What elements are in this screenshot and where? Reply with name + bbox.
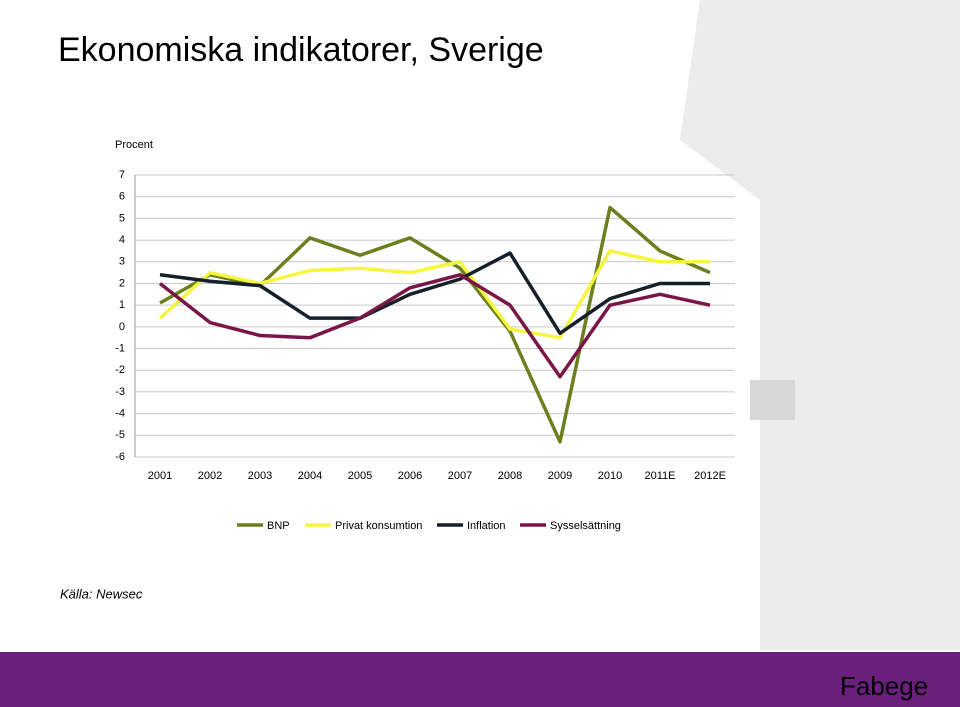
y-tick-label: -5 <box>115 429 125 441</box>
y-tick-label: 6 <box>119 191 125 203</box>
y-tick-label: -2 <box>115 364 125 376</box>
logo: Fabege <box>840 671 928 701</box>
source: Källa: Newsec <box>60 586 143 601</box>
y-tick-label: -6 <box>115 451 125 463</box>
legend-label: BNP <box>267 520 290 532</box>
x-tick-label: 2006 <box>398 470 422 482</box>
x-tick-label: 2003 <box>248 470 272 482</box>
legend-label: Inflation <box>467 520 506 532</box>
x-tick-label: 2005 <box>348 470 372 482</box>
y-tick-label: 0 <box>119 321 125 333</box>
x-tick-label: 2012E <box>694 470 726 482</box>
footer-bar <box>0 652 960 707</box>
series-line <box>159 251 710 336</box>
legend-label: Privat konsumtion <box>335 520 422 532</box>
y-tick-label: 1 <box>119 299 125 311</box>
x-tick-label: 2007 <box>448 470 472 482</box>
x-tick-label: 2010 <box>598 470 622 482</box>
background-image <box>680 0 960 650</box>
y-tick-label: 4 <box>119 234 125 246</box>
y-tick-label: -4 <box>115 408 125 420</box>
y-axis-label: Procent <box>115 139 153 151</box>
x-tick-label: 2009 <box>548 470 572 482</box>
y-tick-label: 5 <box>119 212 125 224</box>
y-tick-label: 7 <box>119 169 125 181</box>
series-line <box>158 273 711 379</box>
y-tick-label: 3 <box>119 256 125 268</box>
x-tick-label: 2001 <box>148 470 172 482</box>
series-line <box>158 249 710 340</box>
y-tick-label: 2 <box>119 277 125 289</box>
x-tick-label: 2008 <box>498 470 522 482</box>
x-tick-label: 2004 <box>298 470 322 482</box>
x-tick-label: 2011E <box>645 470 676 482</box>
x-tick-label: 2002 <box>198 470 222 482</box>
y-tick-label: -3 <box>115 386 125 398</box>
title: Ekonomiska indikatorer, Sverige <box>58 31 544 69</box>
y-tick-label: -1 <box>115 342 125 354</box>
legend-label: Sysselsättning <box>550 520 621 532</box>
